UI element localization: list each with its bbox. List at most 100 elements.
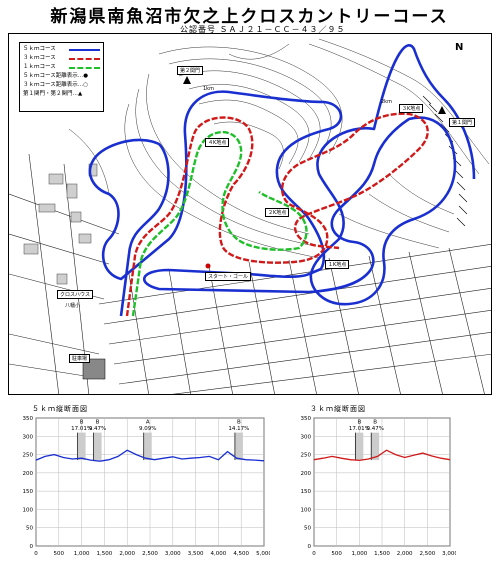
gate-1-label: 第１関門 xyxy=(449,118,476,127)
y-tick-label: 200 xyxy=(301,471,312,477)
y-tick-label: 300 xyxy=(23,434,34,440)
certification-number: 公認番号 ＳＡＪ２１－ＣＣ－４３／９５ xyxy=(180,25,346,34)
x-tick-label: 3,000 xyxy=(442,551,456,557)
x-tick-label: 1,500 xyxy=(374,551,390,557)
cliff-hatching xyxy=(422,95,468,227)
grade-class-label: B xyxy=(357,419,361,425)
course-1km-route xyxy=(131,130,308,317)
elevation-line xyxy=(35,449,265,462)
chart-3km-title: ３ｋｍ縦断面図 xyxy=(310,405,366,413)
parking-lot xyxy=(82,358,106,380)
y-tick-label: 100 xyxy=(301,507,312,513)
course-5km-route xyxy=(88,44,476,317)
course-map[interactable]: ５ｋｍコース ３ｋｍコース １ｋｍコース ５ｋｍコース距離表示…● ３ｋｍコース… xyxy=(8,33,492,395)
elevation-chart-3km: 0 50 100 150 200 250 300 350 0 500 1,000 1,500 2,000… xyxy=(301,416,457,557)
legend-item-gates: 第１関門・第２関門…▲ xyxy=(23,90,100,99)
contour-lines xyxy=(68,38,490,259)
grade-percent-label: 17.01% xyxy=(349,426,370,432)
grade-class-label: B xyxy=(96,419,100,425)
x-tick-label: 1,500 xyxy=(97,551,113,557)
grade-class-label: B xyxy=(80,419,84,425)
grade-shading xyxy=(77,432,86,461)
y-tick-label: 150 xyxy=(23,489,34,495)
y-tick-label: 350 xyxy=(23,416,34,422)
gate-2-marker xyxy=(183,76,191,84)
km4-label: ４K地点 xyxy=(205,138,230,147)
x-tick-label: 0 xyxy=(312,551,316,557)
grade-percent-label: 14.17% xyxy=(228,426,249,432)
grade-shading xyxy=(93,432,102,461)
y-tick-label: 0 xyxy=(308,544,312,550)
legend-label: ５ｋｍコース xyxy=(23,46,56,52)
x-tick-label: 4,000 xyxy=(211,551,227,557)
legend-label: ３ｋｍコース距離表示…○ xyxy=(23,82,89,88)
cross-house-label: クロスハウス xyxy=(57,290,94,299)
town-grid xyxy=(9,153,491,394)
y-tick-label: 350 xyxy=(301,416,312,422)
x-tick-label: 3,000 xyxy=(165,551,181,557)
y-tick-label: 100 xyxy=(23,507,34,513)
start-marker xyxy=(205,263,211,269)
elevation-line xyxy=(313,449,451,462)
buildings xyxy=(23,163,98,285)
x-tick-label: 500 xyxy=(54,551,65,557)
x-tick-label: 2,000 xyxy=(119,551,135,557)
legend-item-5km-distance: ５ｋｍコース距離表示…● xyxy=(23,72,100,81)
grade-class-label: A xyxy=(146,419,150,425)
km2-label: ２K地点 xyxy=(265,208,290,217)
km1-label: １K地点 xyxy=(325,260,350,269)
grade-class-label: B xyxy=(237,419,241,425)
north-label: N xyxy=(455,42,464,53)
x-tick-label: 500 xyxy=(331,551,342,557)
km3-label: ３K地点 xyxy=(399,104,424,113)
map-canvas xyxy=(9,38,491,394)
parking-label: 駐車場 xyxy=(69,354,91,363)
y-tick-label: 50 xyxy=(304,526,311,532)
km-1-distance-label: 1km xyxy=(203,86,214,92)
y-tick-label: 250 xyxy=(301,453,312,459)
elevation-chart-5km: 0 50 100 150 200 250 300 350 0 500 1,000 1,500 2,000… xyxy=(23,416,271,557)
legend-item-3km-distance: ３ｋｍコース距離表示…○ xyxy=(23,81,100,90)
x-tick-label: 0 xyxy=(34,551,38,557)
map-title: 新潟県南魚沼市欠之上クロスカントリーコース xyxy=(50,7,449,27)
gate-2-label: 第２関門 xyxy=(177,66,204,75)
km-2-distance-label: 2km xyxy=(381,99,392,105)
x-tick-label: 5,000 xyxy=(256,551,270,557)
grade-shading xyxy=(371,432,380,461)
chart-5km-title: ５ｋｍ縦断面図 xyxy=(32,405,88,413)
x-tick-label: 2,500 xyxy=(419,551,435,557)
start-goal-label: スタート・ゴール xyxy=(205,272,252,281)
legend-swatch-3km xyxy=(69,57,100,60)
y-tick-label: 0 xyxy=(30,544,34,550)
legend-item-5km: ５ｋｍコース xyxy=(23,45,100,54)
x-tick-label: 1,000 xyxy=(74,551,90,557)
map-legend: ５ｋｍコース ３ｋｍコース １ｋｍコース ５ｋｍコース距離表示…● ３ｋｍコース… xyxy=(19,42,104,112)
gate-1-marker xyxy=(438,106,446,114)
grade-shading xyxy=(143,432,152,461)
school-label: 八幡小 xyxy=(65,303,81,309)
grade-percent-label: 9.09% xyxy=(139,426,156,432)
x-tick-label: 1,000 xyxy=(351,551,367,557)
x-tick-label: 2,000 xyxy=(397,551,413,557)
north-arrow-icon: N xyxy=(455,42,463,53)
x-tick-label: 3,500 xyxy=(188,551,204,557)
y-tick-label: 250 xyxy=(23,453,34,459)
legend-label: ３ｋｍコース xyxy=(23,55,56,61)
grade-shading xyxy=(355,432,364,461)
grade-percent-label: 9.47% xyxy=(89,426,106,432)
legend-item-3km: ３ｋｍコース xyxy=(23,54,100,63)
x-tick-label: 4,500 xyxy=(233,551,249,557)
grade-percent-label: 17.01% xyxy=(71,426,92,432)
grade-percent-label: 9.47% xyxy=(366,426,383,432)
legend-swatch-5km xyxy=(69,48,100,51)
legend-label: ５ｋｍコース距離表示…● xyxy=(23,73,89,79)
course-3km-route xyxy=(125,112,429,317)
legend-swatch-1km xyxy=(69,66,100,69)
y-tick-label: 200 xyxy=(23,471,34,477)
legend-label: １ｋｍコース xyxy=(23,64,56,70)
legend-item-1km: １ｋｍコース xyxy=(23,63,100,72)
y-tick-label: 300 xyxy=(301,434,312,440)
grade-class-label: B xyxy=(373,419,377,425)
grade-shading xyxy=(234,432,243,461)
y-tick-label: 150 xyxy=(301,489,312,495)
